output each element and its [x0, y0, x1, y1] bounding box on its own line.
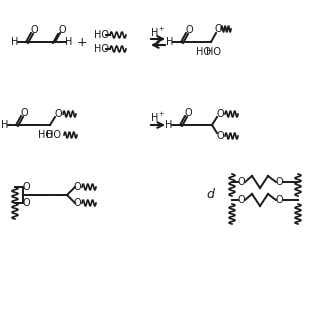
- Text: H: H: [1, 120, 9, 130]
- Text: H$^+$: H$^+$: [150, 110, 166, 124]
- Text: H: H: [166, 37, 174, 47]
- Text: HO: HO: [94, 44, 109, 54]
- Text: O: O: [184, 108, 192, 118]
- Text: O: O: [22, 198, 30, 208]
- Text: O: O: [237, 195, 245, 205]
- Text: O: O: [58, 25, 66, 35]
- Text: HO: HO: [45, 130, 60, 140]
- Text: O: O: [20, 108, 28, 118]
- Text: O: O: [30, 25, 38, 35]
- Text: H: H: [165, 120, 173, 130]
- Text: O: O: [73, 182, 81, 192]
- Text: H: H: [65, 37, 73, 47]
- Text: O: O: [216, 109, 224, 119]
- Text: +: +: [77, 36, 87, 49]
- Text: O: O: [73, 198, 81, 208]
- Text: –: –: [221, 24, 227, 34]
- Text: O: O: [237, 177, 245, 187]
- Text: HO: HO: [196, 47, 211, 57]
- Text: O: O: [22, 182, 30, 192]
- Text: O: O: [185, 25, 193, 35]
- Text: H$^+$: H$^+$: [150, 26, 166, 38]
- Text: O: O: [275, 177, 283, 187]
- Text: HO: HO: [37, 130, 52, 140]
- Text: O: O: [216, 131, 224, 141]
- Text: HO: HO: [205, 47, 220, 57]
- Text: H: H: [11, 37, 19, 47]
- Text: O: O: [275, 195, 283, 205]
- Text: O: O: [54, 109, 62, 119]
- Text: HO: HO: [94, 30, 109, 40]
- Text: O: O: [214, 24, 222, 34]
- Text: d: d: [206, 188, 214, 202]
